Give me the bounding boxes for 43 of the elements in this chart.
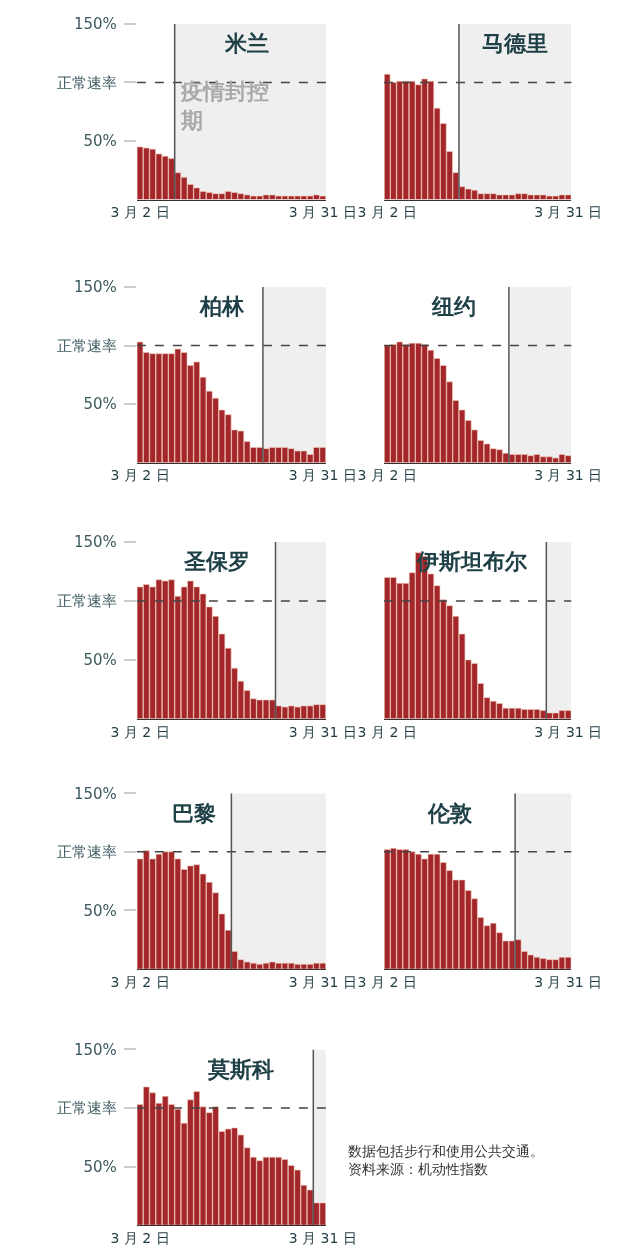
x-tick-label: 3 月 2 日 — [357, 973, 417, 990]
y-tick-label: 150% — [73, 1040, 117, 1059]
chart-title: 米兰 — [224, 31, 269, 56]
y-tick-label: 正常速率 — [56, 73, 117, 92]
band-label: 疫情封控期 — [180, 79, 269, 133]
y-tick-label: 正常速率 — [56, 336, 117, 355]
x-tick-label: 3 月 2 日 — [357, 723, 417, 740]
x-tick-label: 3 月 2 日 — [110, 467, 170, 484]
chart-title: 柏林 — [199, 294, 245, 319]
y-tick-label: 50% — [83, 1157, 117, 1176]
x-tick-label: 3 月 31 日 — [288, 1229, 357, 1246]
x-tick-label: 3 月 31 日 — [534, 204, 603, 221]
y-tick-label: 正常速率 — [56, 1099, 117, 1118]
y-tick-label: 150% — [73, 15, 117, 34]
x-tick-label: 3 月 2 日 — [110, 204, 170, 221]
x-tick-label: 3 月 31 日 — [534, 973, 603, 990]
text: 数据包括步行和使用公共交通。资料来源：机动性指数 — [348, 1143, 544, 1178]
chart-title: 纽约 — [431, 294, 476, 319]
chart-title: 莫斯科 — [207, 1057, 274, 1082]
x-tick-label: 3 月 31 日 — [288, 973, 357, 990]
x-tick-label: 3 月 31 日 — [288, 467, 357, 484]
x-tick-label: 3 月 31 日 — [534, 723, 603, 740]
y-tick-label: 50% — [83, 651, 117, 670]
y-tick-label: 正常速率 — [56, 592, 117, 611]
y-tick-label: 150% — [73, 278, 117, 297]
x-tick-label: 3 月 2 日 — [357, 467, 417, 484]
chart-title: 伦敦 — [427, 801, 473, 826]
x-tick-label: 3 月 2 日 — [110, 1229, 170, 1246]
x-tick-label: 3 月 2 日 — [110, 973, 170, 990]
y-tick-label: 50% — [83, 395, 117, 414]
x-tick-label: 3 月 31 日 — [288, 723, 357, 740]
y-tick-label: 正常速率 — [56, 843, 117, 862]
chart-title: 圣保罗 — [183, 549, 250, 574]
y-tick-label: 50% — [83, 132, 117, 151]
y-tick-label: 150% — [73, 784, 117, 803]
x-tick-label: 3 月 2 日 — [357, 204, 417, 221]
chart-title: 马德里 — [482, 31, 548, 56]
y-tick-label: 150% — [73, 533, 117, 552]
chart-title: 巴黎 — [172, 801, 216, 826]
x-tick-label: 3 月 31 日 — [288, 204, 357, 221]
x-tick-label: 3 月 2 日 — [110, 723, 170, 740]
y-tick-label: 50% — [83, 901, 117, 920]
x-tick-label: 3 月 31 日 — [534, 467, 603, 484]
